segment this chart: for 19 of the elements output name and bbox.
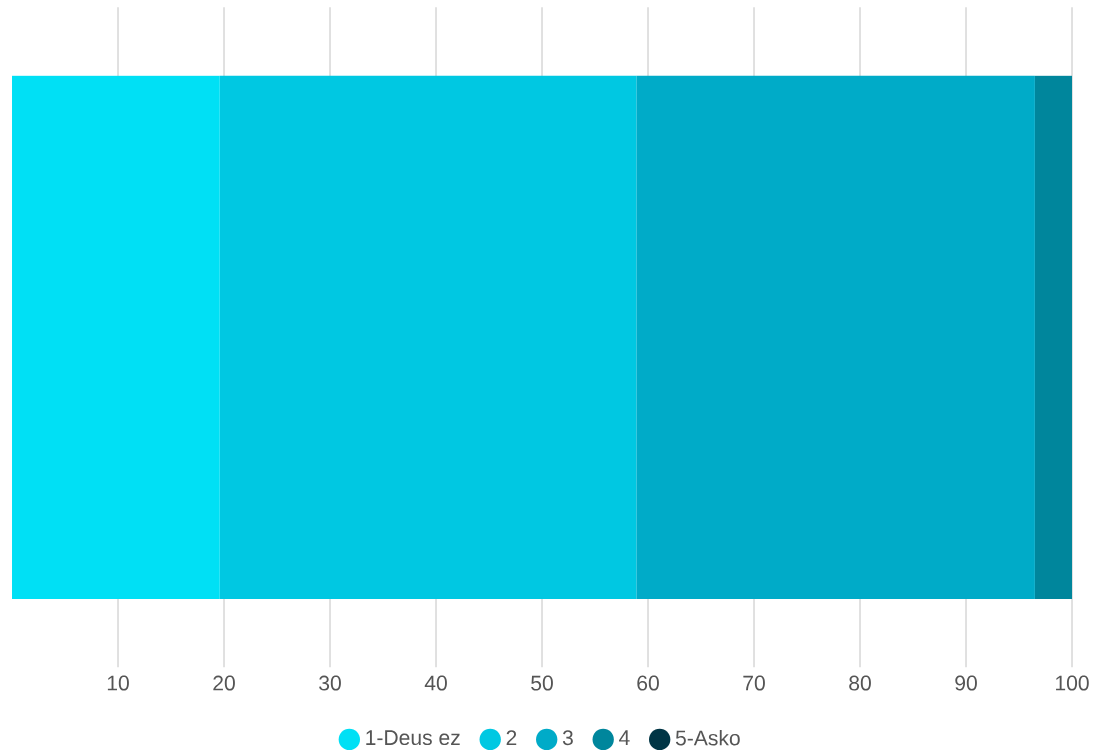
x-tick-label: 50 bbox=[531, 675, 553, 691]
legend-label: 2 bbox=[506, 730, 517, 745]
legend-label: 4 bbox=[619, 730, 630, 745]
legend-label: 5-Asko bbox=[675, 729, 740, 746]
bar bbox=[1034, 75, 1073, 600]
legend-label: 3 bbox=[562, 730, 573, 746]
x-tick-label: 40 bbox=[424, 675, 447, 691]
x-tick-label: 60 bbox=[637, 675, 659, 691]
x-tick-label: 30 bbox=[319, 675, 341, 691]
bar bbox=[219, 75, 637, 600]
bar bbox=[636, 75, 1035, 600]
x-tick-label: 10 bbox=[107, 675, 129, 691]
x-tick-label: 80 bbox=[849, 675, 871, 691]
x-tick-label: 90 bbox=[955, 675, 977, 691]
x-tick-label: 100 bbox=[1056, 675, 1089, 691]
x-tick-label: 70 bbox=[743, 675, 765, 691]
x-tick-label: 20 bbox=[213, 675, 235, 691]
bar bbox=[12, 75, 220, 600]
legend-label: 1-Deus ez bbox=[366, 730, 460, 746]
